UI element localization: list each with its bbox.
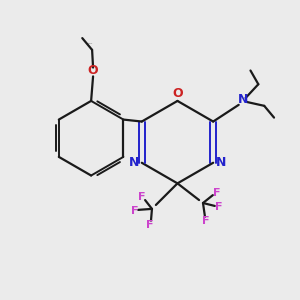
Text: F: F — [146, 220, 154, 230]
Text: N: N — [216, 156, 226, 169]
Text: F: F — [138, 192, 146, 202]
Text: methoxy: methoxy — [87, 42, 93, 44]
Text: N: N — [129, 156, 139, 169]
Text: O: O — [172, 87, 183, 100]
Text: O: O — [88, 64, 98, 77]
Text: F: F — [213, 188, 220, 198]
Text: F: F — [130, 206, 138, 216]
Text: F: F — [202, 216, 210, 226]
Text: F: F — [215, 202, 223, 212]
Text: N: N — [237, 93, 248, 106]
